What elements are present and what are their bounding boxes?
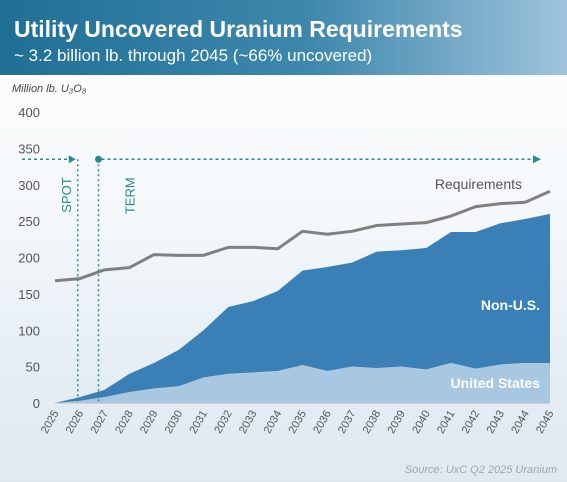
- y-tick-label: 150: [18, 287, 40, 302]
- y-tick-label: 50: [26, 360, 40, 375]
- spot-arrowhead: [68, 155, 76, 164]
- y-tick-label: 350: [18, 141, 40, 156]
- x-tick-label: 2032: [212, 409, 235, 436]
- x-tick-label: 2040: [410, 409, 433, 436]
- x-tick-label: 2044: [509, 409, 532, 436]
- chart-subtitle: ~ 3.2 billion lb. through 2045 (~66% unc…: [14, 46, 373, 65]
- series-line-requirements: [54, 189, 551, 283]
- x-tick-label: 2045: [534, 409, 557, 436]
- x-tick-label: 2042: [460, 409, 483, 436]
- x-tick-label: 2030: [163, 409, 186, 436]
- term-start-dot: [95, 155, 102, 163]
- source-note: Source: UxC Q2 2025 Uranium: [404, 464, 557, 476]
- series-label-non-us: Non-U.S.: [481, 297, 540, 313]
- spot-label: SPOT: [59, 177, 74, 212]
- y-tick-label: 400: [18, 105, 40, 120]
- term-label: TERM: [123, 177, 138, 214]
- x-tick-label: 2043: [484, 409, 507, 436]
- chart-title: Utility Uncovered Uranium Requirements: [14, 16, 463, 42]
- x-tick-label: 2028: [113, 409, 136, 436]
- y-tick-label: 0: [33, 396, 40, 411]
- x-tick-label: 2027: [88, 409, 111, 436]
- x-tick-label: 2033: [237, 409, 260, 436]
- series-area-united-states: [55, 362, 550, 403]
- term-arrowhead: [533, 155, 541, 164]
- x-tick-label: 2039: [385, 409, 408, 436]
- series-area-non-us: [55, 213, 550, 403]
- series-label-united-states: United States: [451, 375, 541, 391]
- x-tick-label: 2041: [435, 409, 458, 436]
- x-tick-label: 2037: [336, 409, 359, 436]
- x-tick-label: 2035: [286, 409, 309, 436]
- x-tick-label: 2025: [39, 409, 62, 436]
- x-tick-label: 2036: [311, 409, 334, 436]
- x-tick-label: 2026: [64, 409, 87, 436]
- y-tick-label: 250: [18, 214, 40, 229]
- x-tick-label: 2038: [361, 409, 384, 436]
- y-tick-label: 300: [18, 178, 40, 193]
- y-tick-label: 200: [18, 251, 40, 266]
- y-tick-label: 100: [18, 323, 40, 338]
- x-tick-label: 2034: [262, 409, 285, 436]
- y-axis-unit-label: Million lb. U₃O₈: [12, 83, 87, 95]
- series-label-requirements: Requirements: [435, 176, 522, 192]
- x-tick-label: 2031: [187, 409, 210, 436]
- x-tick-label: 2029: [138, 409, 161, 436]
- header-banner: Utility Uncovered Uranium Requirements ~…: [0, 0, 567, 75]
